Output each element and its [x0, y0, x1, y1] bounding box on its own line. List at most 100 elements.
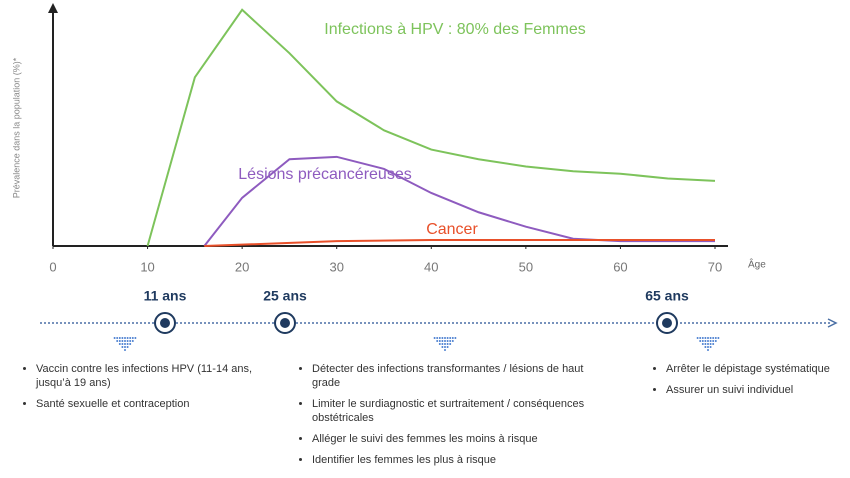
triangle-dot	[709, 340, 712, 342]
series-label: Infections à HPV : 80% des Femmes	[324, 21, 585, 38]
triangle-dot	[131, 340, 134, 342]
triangle-dot	[712, 337, 715, 339]
triangle-dot	[441, 343, 444, 345]
milestone-dot	[160, 318, 170, 328]
bullet-item: Limiter le surdiagnostic et surtraitemen…	[312, 397, 602, 425]
triangle-dot	[121, 346, 124, 348]
series-line	[204, 238, 715, 247]
triangle-dot	[709, 337, 712, 339]
triangle-dot	[712, 340, 715, 342]
triangle-dot	[436, 340, 439, 342]
triangle-dot	[438, 340, 441, 342]
triangle-dot	[121, 340, 124, 342]
triangle-dot	[124, 337, 126, 339]
bullet-item: Santé sexuelle et contraception	[36, 397, 276, 411]
triangle-dot	[436, 337, 439, 339]
series-label: Cancer	[426, 221, 478, 238]
x-tick-label: 70	[708, 259, 722, 274]
triangle-dot	[701, 340, 704, 342]
x-tick-label: 10	[140, 259, 154, 274]
triangle-dot	[438, 343, 441, 345]
x-tick-label: 40	[424, 259, 438, 274]
triangle-dot	[126, 340, 129, 342]
triangle-dot	[441, 337, 444, 339]
triangle-dot	[444, 346, 446, 348]
triangle-dot	[441, 346, 444, 348]
triangle-dot	[446, 340, 449, 342]
bullet-item: Identifier les femmes les plus à risque	[312, 453, 602, 467]
triangle-dot	[707, 343, 709, 345]
y-axis-label: Prévalence dans la population (%)*	[11, 57, 21, 198]
triangle-dot	[126, 337, 129, 339]
triangle-dot	[707, 346, 709, 348]
triangle-dot	[714, 337, 717, 339]
triangle-dot	[444, 349, 446, 351]
triangle-dot	[704, 343, 707, 345]
triangle-dot	[707, 349, 709, 351]
triangle-dot	[441, 340, 444, 342]
triangle-dot	[118, 340, 121, 342]
bullet-list: Détecter des infections transformantes /…	[298, 362, 602, 474]
series-line	[146, 8, 716, 247]
triangle-dot	[714, 340, 717, 342]
bullet-list: Vaccin contre les infections HPV (11-14 …	[22, 362, 276, 418]
bullet-item: Détecter des infections transformantes /…	[312, 362, 602, 390]
x-tick-label: 0	[49, 259, 56, 274]
triangle-dot	[129, 343, 132, 345]
triangle-dot	[118, 343, 121, 345]
triangle-dot	[717, 337, 720, 339]
triangle-dot	[444, 337, 446, 339]
triangle-dot	[446, 337, 449, 339]
triangle-dot	[704, 346, 707, 348]
triangle-dot	[449, 337, 452, 339]
milestone-label: 11 ans	[144, 288, 187, 304]
triangle-dot	[704, 337, 707, 339]
bullet-item: Arrêter le dépistage systématique	[666, 362, 850, 376]
triangle-dot	[444, 340, 446, 342]
triangle-dot	[113, 337, 116, 339]
triangle-dot	[451, 337, 454, 339]
triangle-dot	[134, 337, 137, 339]
triangle-dot	[454, 337, 457, 339]
triangle-dot	[707, 337, 709, 339]
triangle-dot	[116, 340, 119, 342]
x-tick-label: 60	[613, 259, 627, 274]
triangle-dot	[699, 340, 702, 342]
triangle-dot	[124, 340, 126, 342]
bullet-item: Vaccin contre les infections HPV (11-14 …	[36, 362, 276, 390]
bullet-item: Alléger le suivi des femmes les moins à …	[312, 432, 602, 446]
triangle-dot	[707, 340, 709, 342]
triangle-dot	[124, 346, 126, 348]
triangle-dot	[124, 349, 126, 351]
triangle-dot	[129, 340, 132, 342]
triangle-dot	[433, 337, 436, 339]
triangle-dot	[446, 343, 449, 345]
x-tick-label: 50	[519, 259, 533, 274]
x-tick-label: 30	[329, 259, 343, 274]
triangle-dot	[709, 346, 712, 348]
triangle-dot	[696, 337, 699, 339]
triangle-dot	[709, 343, 712, 345]
milestone-label: 25 ans	[263, 288, 307, 304]
milestone-dot	[662, 318, 672, 328]
triangle-dot	[446, 346, 449, 348]
series-label: Lésions précancéreuses	[238, 166, 411, 183]
bullet-item: Assurer un suivi individuel	[666, 383, 850, 397]
triangle-dot	[449, 343, 452, 345]
triangle-dot	[701, 343, 704, 345]
triangle-dot	[129, 337, 132, 339]
x-tick-label: 20	[235, 259, 249, 274]
triangle-dot	[116, 337, 119, 339]
bullet-list: Arrêter le dépistage systématique Assurer…	[652, 362, 850, 404]
triangle-dot	[712, 343, 715, 345]
triangle-dot	[126, 343, 129, 345]
milestone-label: 65 ans	[645, 288, 689, 304]
triangle-dot	[131, 337, 134, 339]
triangle-dot	[121, 337, 124, 339]
triangle-dot	[451, 340, 454, 342]
timeline-arrow	[827, 318, 838, 328]
triangle-dot	[704, 340, 707, 342]
triangle-dot	[438, 337, 441, 339]
